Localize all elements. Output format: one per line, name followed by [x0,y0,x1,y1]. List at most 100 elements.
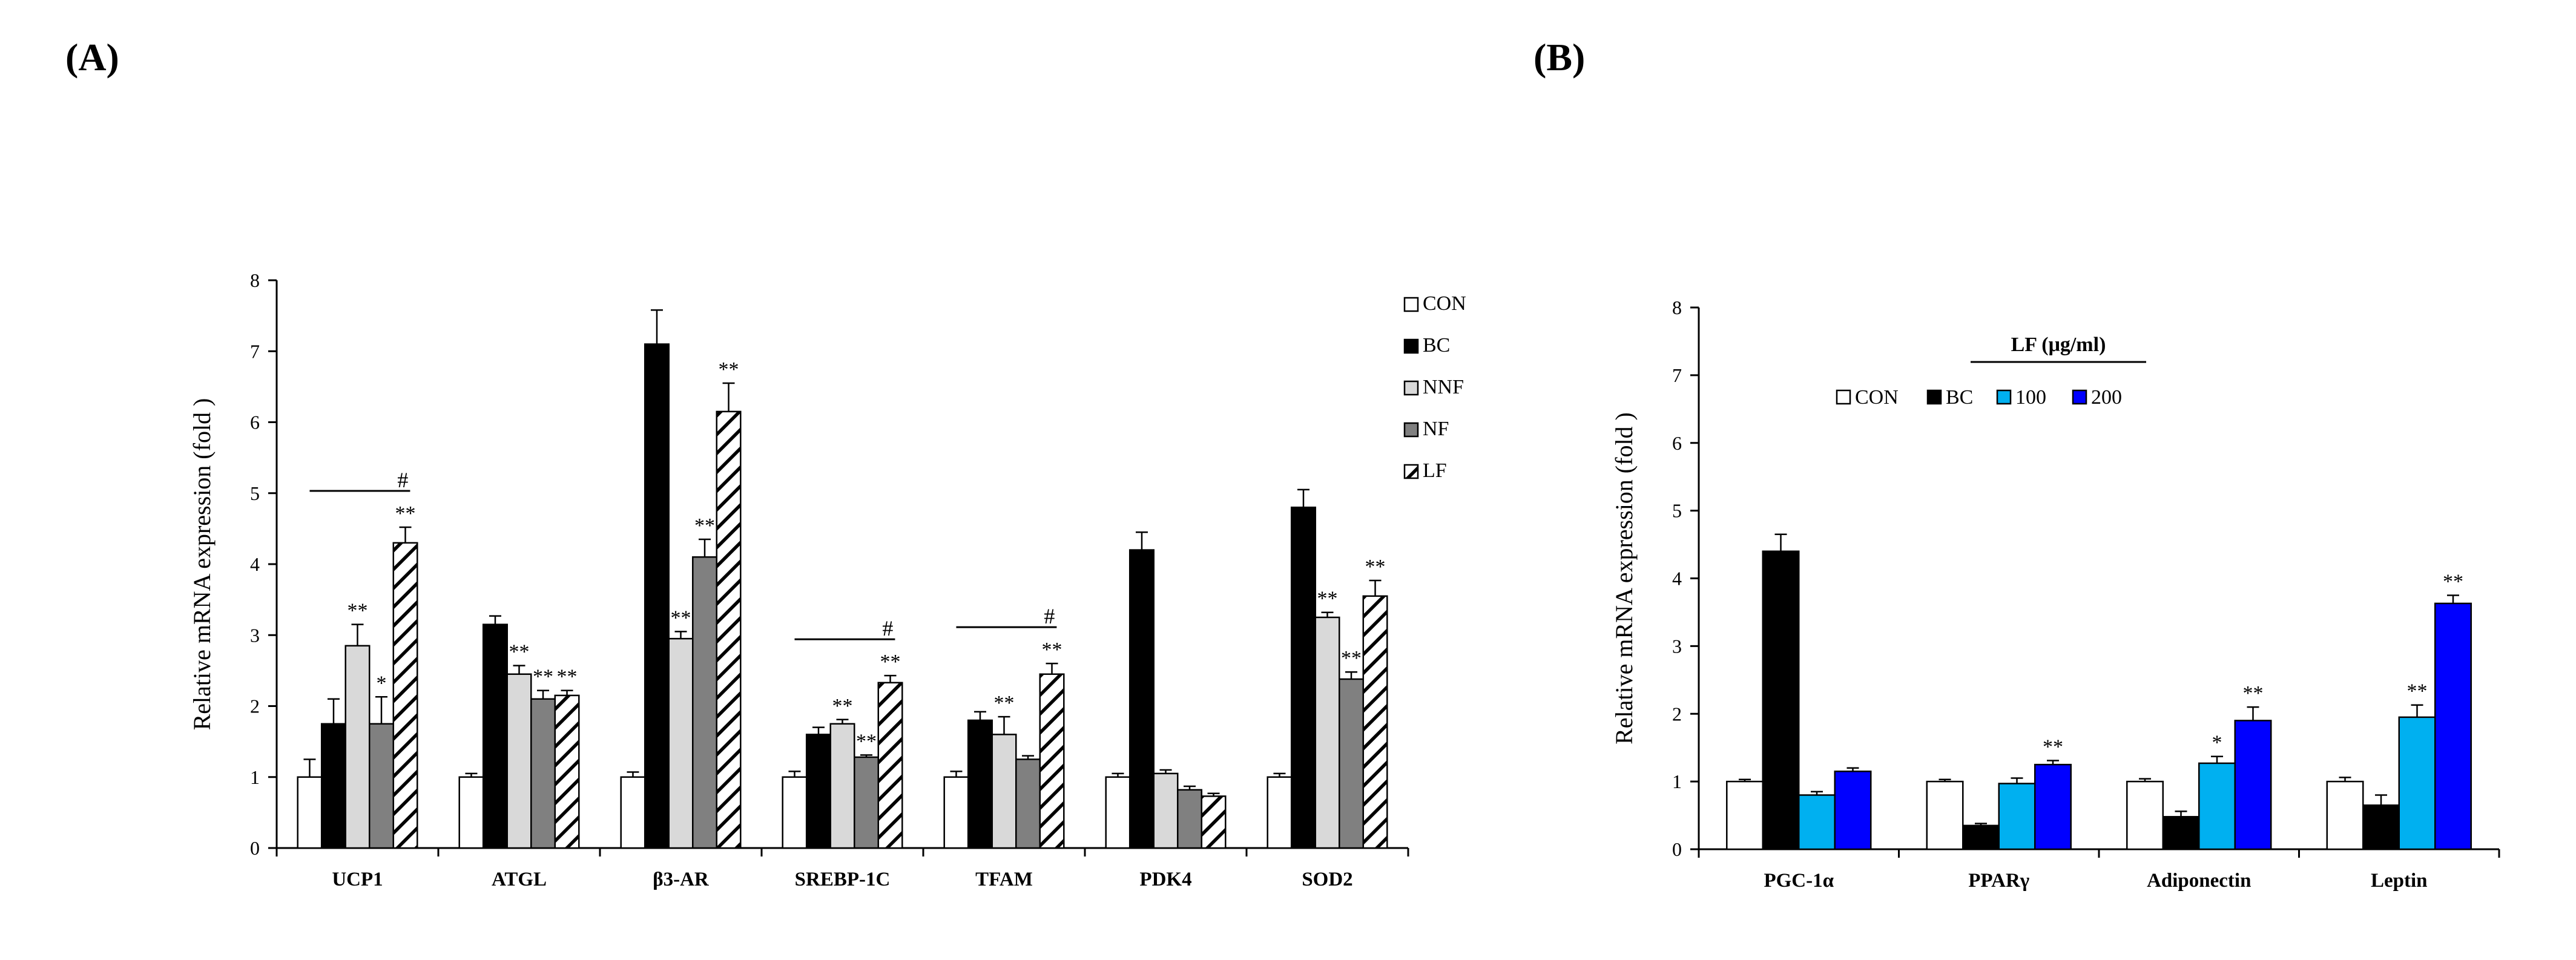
chart-b-significance-mark: ** [2043,735,2063,758]
chart-b-bar-200 [2234,720,2272,850]
chart-b-bar-100 [1798,794,1836,850]
chart-a-significance-mark: ** [880,651,901,673]
chart-a-bar-lf [1362,595,1388,849]
chart-b-bar-100 [2198,762,2236,850]
chart-a-y-axis-label: Relative mRNA expression (fold ) [188,398,216,731]
chart-b-legend-swatch-0 [1836,389,1851,405]
chart-b-category-label: PPARγ [1968,870,2029,892]
chart-b-bar-con [2326,780,2364,850]
chart-a-bar-bc [1128,549,1155,849]
chart-a-bar-nf [1339,678,1365,849]
chart-b-bar-200 [2434,602,2472,850]
chart-a-category-label: UCP1 [332,869,383,890]
chart-a-bar-nnf [991,734,1017,849]
chart-a-legend-label: LF [1423,459,1447,482]
chart-a-significance-mark: ** [395,502,416,525]
chart-a-significance-mark: ** [509,641,530,663]
chart-b-significance-mark: ** [2443,570,2463,593]
chart-b-bar-con [2126,780,2164,850]
chart-a-bar-nf [369,723,395,849]
chart-a-y-tick-label: 8 [250,269,260,291]
chart-a-legend-swatch-nnf [1403,380,1419,396]
chart-b-bar-bc [1962,824,2000,850]
chart-a-significance-mark: ** [694,515,715,537]
chart-a-significance-hash: # [397,468,408,492]
chart-a-significance-hash: # [882,616,893,640]
chart-a-bar-nnf [1314,616,1340,849]
chart-b-legend-label: CON [1855,386,1899,409]
chart-a-bar-con [297,776,323,849]
chart-a-significance-mark: ** [671,607,691,629]
chart-b-y-tick-label: 1 [1672,771,1682,792]
chart-b-y-tick-label: 4 [1672,568,1682,590]
chart-b-legend-title: LF (μg/ml) [2011,334,2106,356]
chart-a-y-tick-label: 3 [250,624,260,646]
chart-a-bar-nnf [1153,772,1179,849]
chart-a-category-label: β3-AR [653,869,710,890]
chart-a-significance-mark: ** [1042,639,1062,661]
chart-a-legend-swatch-con [1403,297,1419,312]
chart-a-bar-con [620,776,646,849]
chart-b-category-label: Leptin [2371,870,2428,892]
chart-b-legend-swatch-1 [1926,389,1942,405]
chart-b-legend-swatch-3 [2072,389,2087,405]
chart-b-legend-label: 200 [2091,386,2122,409]
chart-b-y-axis-label: Relative mRNA expression (fold ) [1610,412,1638,745]
panel-a-label: (A) [65,36,119,79]
chart-b-bar-200 [1834,771,1872,850]
chart-b-legend-swatch-2 [1996,389,2012,405]
chart-a-bar-lf [1039,673,1065,849]
chart-a-significance-mark: ** [1365,556,1386,578]
chart-b-y-tick-label: 0 [1672,838,1682,860]
chart-a-bar-lf [716,410,742,849]
chart-a-significance-mark: ** [856,730,877,752]
chart-a-y-tick-label: 5 [250,482,260,504]
chart-a-bar-bc [967,719,993,849]
chart-a-significance-mark: ** [994,692,1015,714]
chart-b-significance-mark: ** [2242,682,2263,705]
chart-a-legend-swatch-nf [1403,422,1419,438]
chart-a-y-tick-label: 1 [250,766,260,788]
chart-a-significance-mark: ** [533,666,553,688]
chart-a-bar-nf [1015,758,1041,849]
chart-a-significance-mark: ** [557,666,578,688]
chart-a-bar-nnf [668,637,694,849]
chart-a-bar-con [458,776,484,849]
chart-a-bar-con [782,776,808,849]
chart-a-bar-con [1105,776,1131,849]
chart-b-bar-100 [2398,716,2436,850]
chart-a-category-label: TFAM [975,869,1033,890]
chart-a-bar-lf [554,694,580,849]
chart-a-bar-nf [854,756,880,849]
chart-a-legend-swatch-lf [1403,464,1419,479]
chart-a-bar-lf [1201,795,1227,849]
chart-a-legend-label: NNF [1423,376,1464,398]
chart-b-bar-con [1926,780,1964,850]
chart-b-y-tick-label: 2 [1672,703,1682,725]
chart-b-legend-label: BC [1946,386,1973,409]
chart-a-legend-label: NF [1423,418,1449,440]
chart-a-significance-mark: ** [719,358,739,381]
chart-a-category-label: PDK4 [1139,869,1191,890]
chart-a-y-tick-label: 4 [250,553,260,575]
chart-a-y-tick-label: 6 [250,412,260,433]
chart-b-y-tick-label: 6 [1672,432,1682,454]
chart-a-bar-bc [644,343,670,849]
panel-b-label: (B) [1533,36,1586,79]
chart-a-bar-nnf [344,645,371,849]
chart-b-bar-con [1726,780,1764,850]
chart-a-bar-con [943,776,969,849]
chart-a-significance-mark: ** [1341,647,1362,669]
chart-a-bar-bc [1290,506,1316,849]
chart-b-bar-bc [1762,550,1800,850]
chart-a-bar-lf [877,682,903,849]
chart-a-legend-label: CON [1423,292,1466,315]
chart-a-bar-nf [530,698,556,849]
chart-a-category-label: SREBP-1C [795,869,891,890]
chart-a-bar-bc [320,723,346,849]
chart-a-bar-nf [692,556,718,849]
chart-a-y-tick-label: 0 [250,837,260,859]
chart-a-bar-bc [482,623,508,849]
chart-a-significance-hash: # [1044,604,1055,628]
